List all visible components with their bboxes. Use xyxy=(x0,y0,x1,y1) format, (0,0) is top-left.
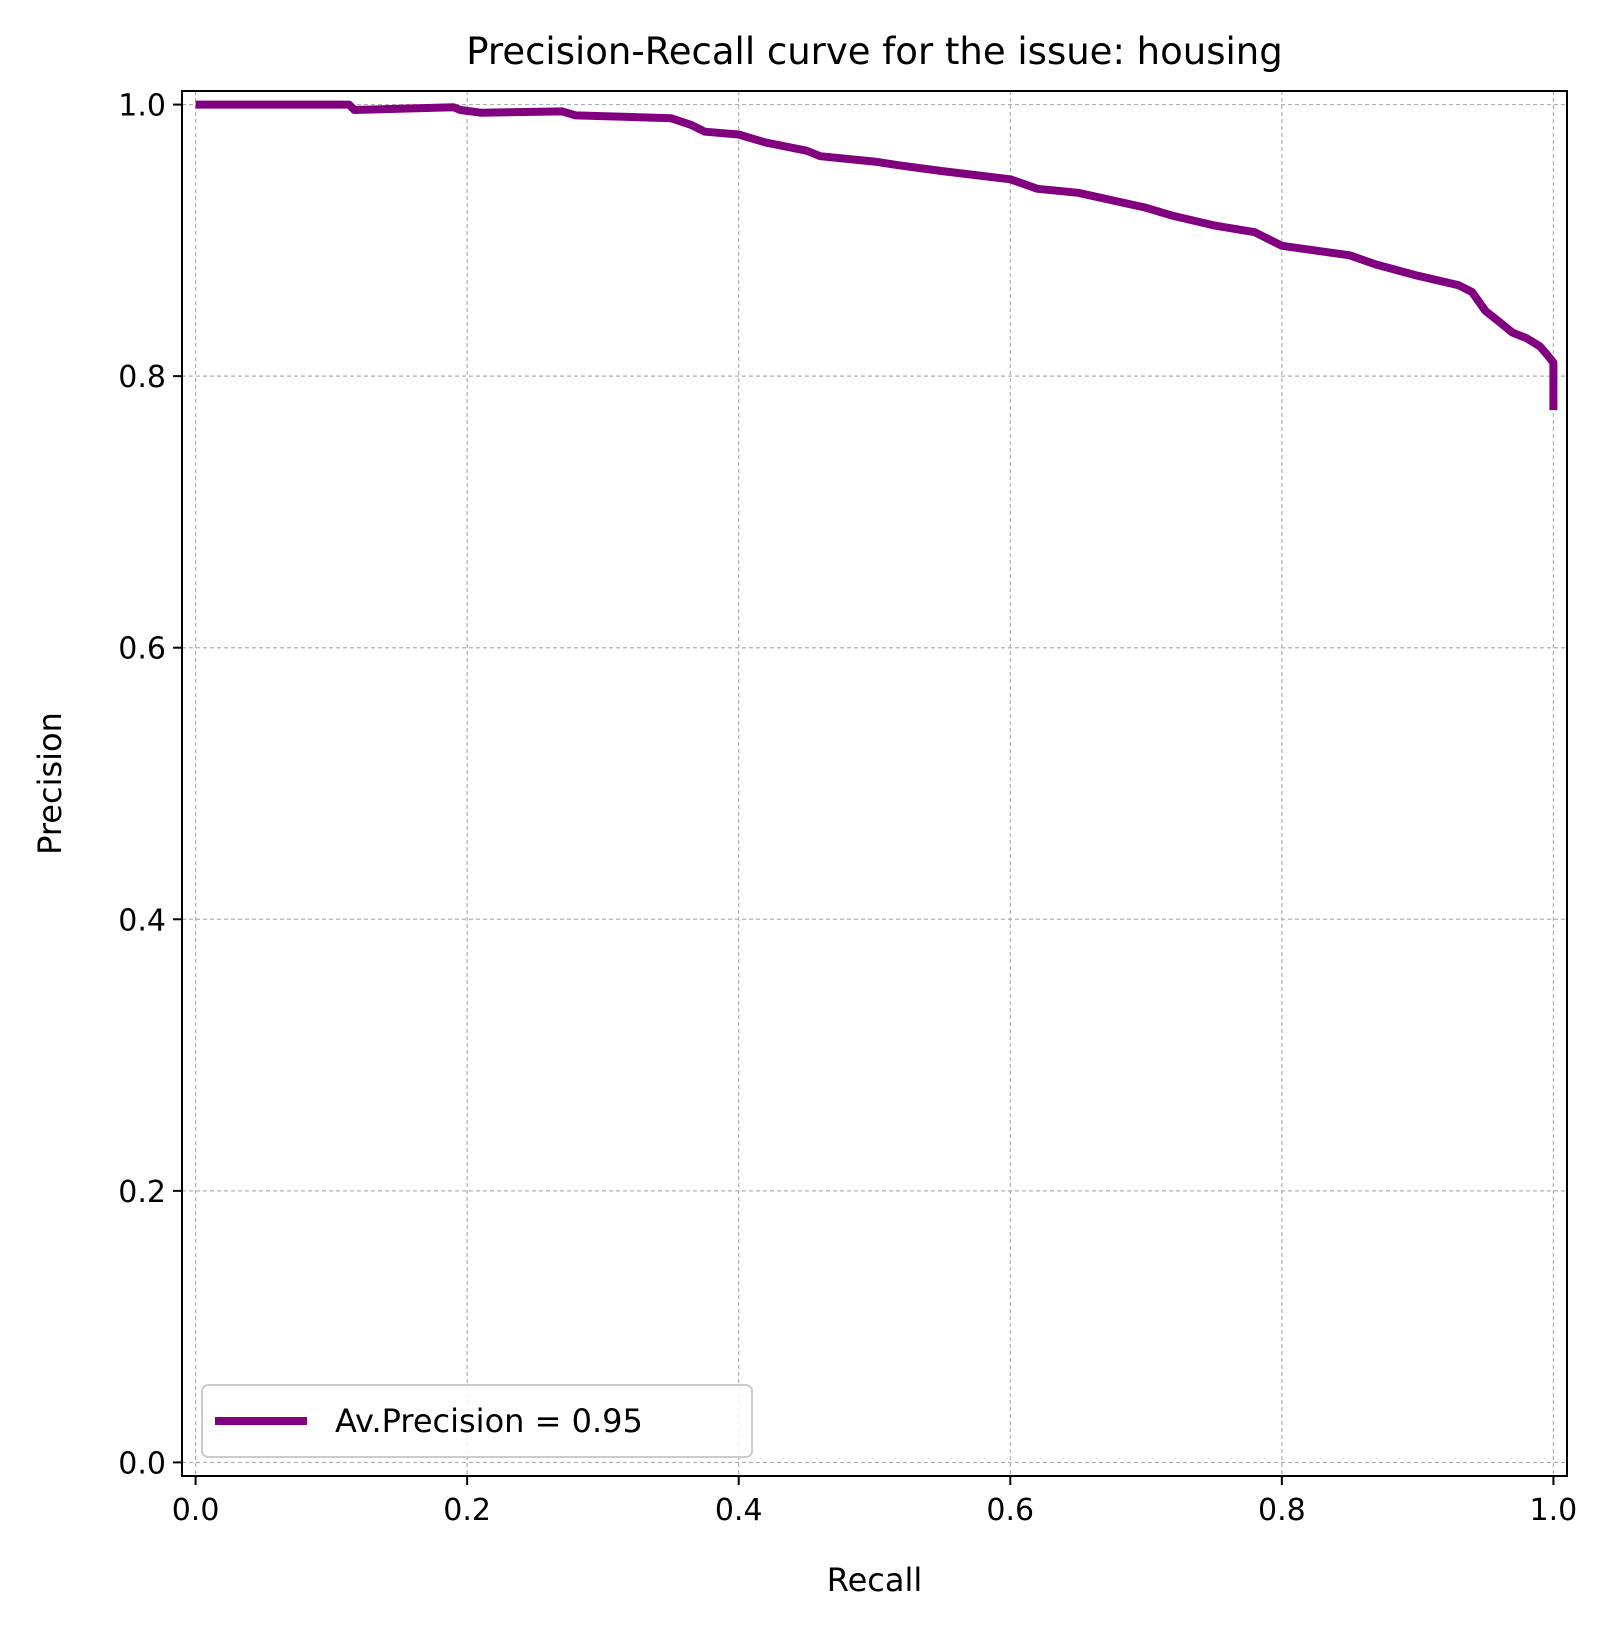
chart-title: Precision-Recall curve for the issue: ho… xyxy=(466,30,1282,73)
series-line xyxy=(195,100,1558,411)
y-tick-label: 0.4 xyxy=(118,903,166,938)
legend-box xyxy=(201,1384,753,1458)
x-tick-label: 0.4 xyxy=(715,1493,763,1528)
legend: Av.Precision = 0.95 xyxy=(201,1384,753,1458)
x-tick-label: 0.8 xyxy=(1258,1493,1306,1528)
y-tick-label: 0.8 xyxy=(118,360,166,395)
legend-label: Av.Precision = 0.95 xyxy=(335,1402,643,1440)
y-tick-label: 0.0 xyxy=(118,1446,166,1481)
x-tick-label: 0.2 xyxy=(443,1493,491,1528)
x-axis-label: Recall xyxy=(827,1561,922,1599)
y-tick-label: 0.2 xyxy=(118,1175,166,1210)
series-layer xyxy=(195,100,1558,411)
x-tick-label: 0.6 xyxy=(986,1493,1034,1528)
x-tick-label: 0.0 xyxy=(172,1493,220,1528)
y-tick-label: 0.6 xyxy=(118,632,166,667)
plot-frame xyxy=(181,90,1568,1477)
y-axis-label: Precision xyxy=(31,712,69,855)
y-tick-label: 1.0 xyxy=(118,89,166,124)
tick-layer: 0.0 0.2 0.4 0.6 0.8 1.0 0.0 0.2 0.4 0.6 0.8 1.0 xyxy=(118,89,1577,1528)
x-tick-label: 1.0 xyxy=(1530,1493,1578,1528)
